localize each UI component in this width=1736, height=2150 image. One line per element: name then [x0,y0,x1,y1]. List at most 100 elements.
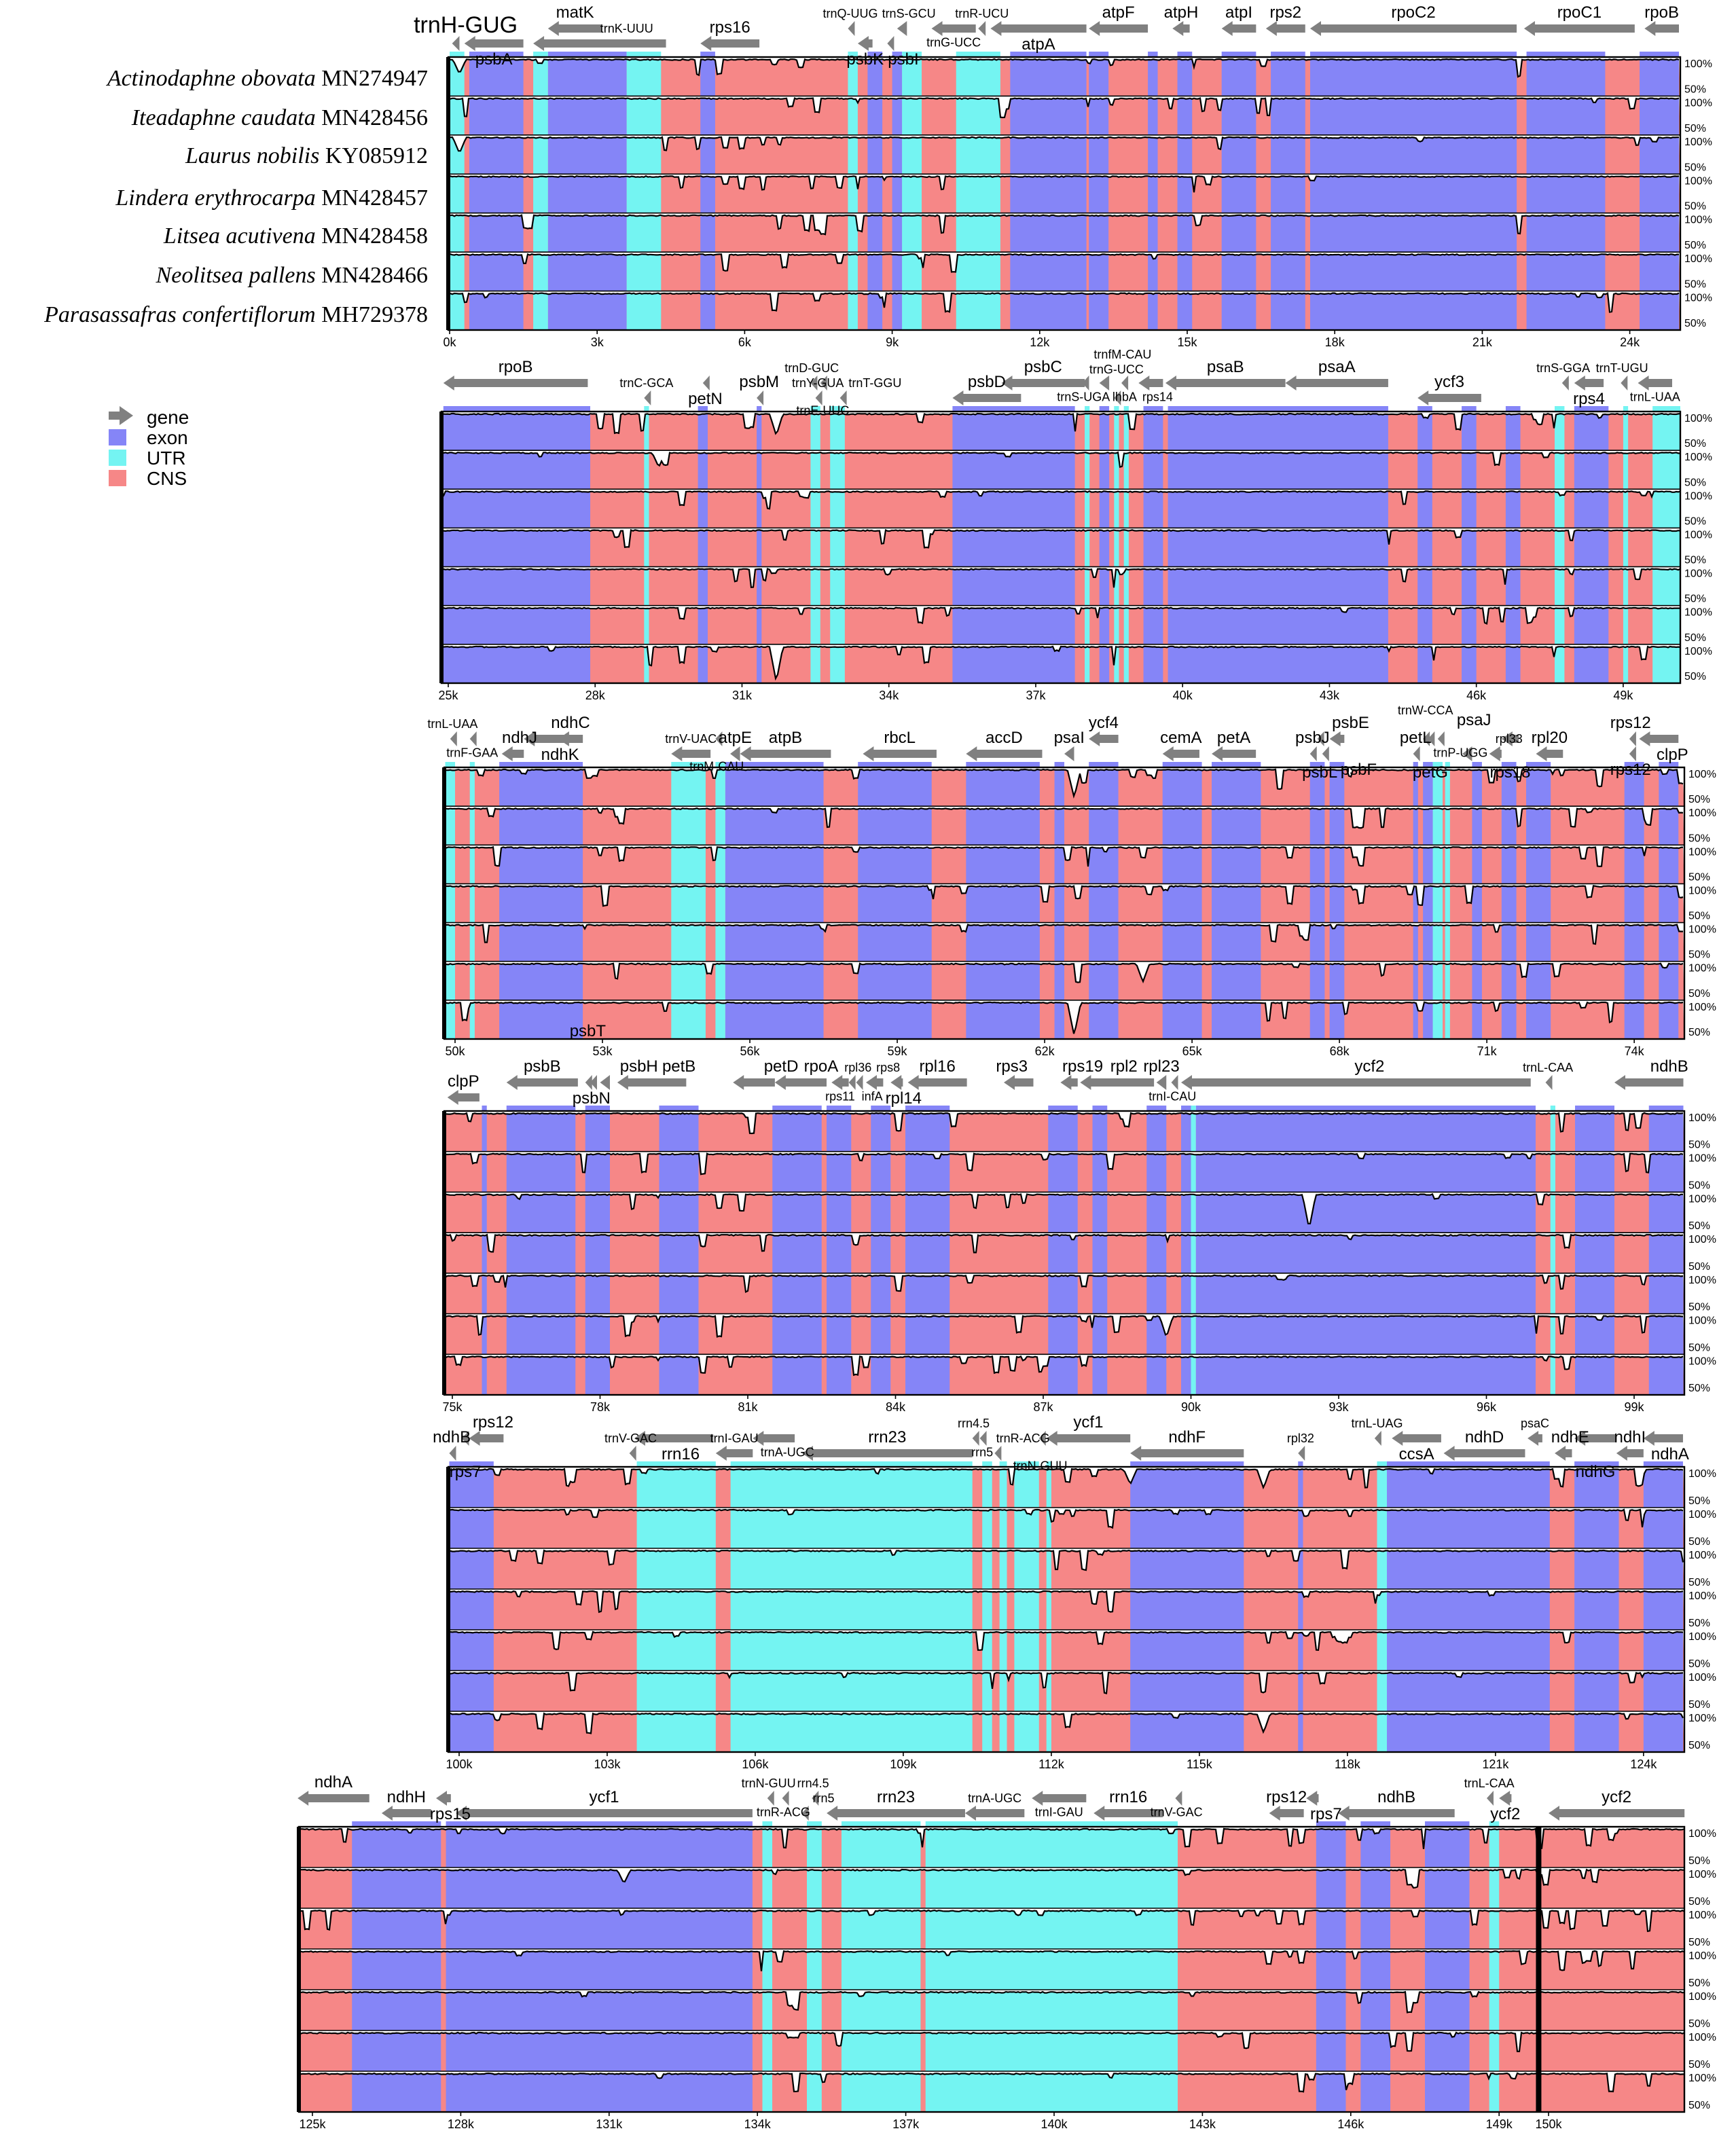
exon-region [1148,215,1158,253]
exon-region [1092,1194,1108,1233]
y-tick-label-100: 100% [1688,2073,1716,2084]
utr-region [1123,414,1129,451]
exon-region [1221,254,1256,291]
exon-region [952,607,1075,644]
utr-region [841,2073,921,2112]
y-tick-label-50: 50% [1688,1699,1710,1711]
y-tick-label-50: 50% [1684,555,1706,566]
panel-4: 100% 50% 100% 50% 100% 50% 100% 50% 100% 50% 100% 5… [442,1022,1716,1414]
exon-region [352,2073,441,2112]
exon-region [1575,1235,1614,1273]
utr-region [1014,1591,1039,1630]
utr-region [1445,886,1450,923]
exon-region [1298,1591,1303,1630]
utr-region [1046,1591,1051,1630]
exon-region [1387,1469,1550,1508]
gene-arrow-clpP [1639,731,1679,746]
exon-region [1417,491,1432,528]
exon-region [1309,963,1325,1000]
exon-region [757,491,762,528]
identity-curve [448,1549,1684,1571]
gene-arrow-psbT [585,1075,592,1090]
utr-region [1550,1315,1555,1355]
exon-region [449,1713,494,1752]
exon-region [905,1315,950,1355]
y-tick-label-50: 50% [1684,438,1706,450]
exon-region [1089,1002,1119,1039]
x-tick-label: 62k [1035,1044,1055,1058]
exon-region [482,1315,487,1355]
exon-region [1659,924,1679,962]
utr-region [848,136,858,175]
utr-region [1555,646,1565,683]
gene-arrow-rrn4.5 [812,1791,819,1806]
gene-arrow-psbF [1322,746,1329,761]
exon-region [506,1356,576,1395]
identity-track-2 [299,1870,1684,1908]
y-tick-label-100: 100% [1684,607,1712,619]
exon-region [966,924,1040,962]
exon-region [1574,1591,1619,1630]
utr-region [762,1910,773,1949]
exon-region [1162,808,1202,845]
gene-label: psbB [524,1057,561,1076]
utr-region [810,452,820,490]
exon-region [1462,452,1477,490]
gene-arrow-infA [856,1075,863,1090]
utr-region [1555,530,1565,567]
exon-region [1181,1194,1191,1233]
gene-arrow-trnV-GAC [1175,1791,1182,1806]
exon-region [1526,176,1606,213]
gene-arrow-accD [966,746,1043,761]
panel-2: 100% 50% 100% 50% 100% 50% 100% 50% 100% 50% 100% 5… [438,348,1712,702]
utr-annotation-bar [533,52,548,57]
utr-region [956,176,1000,213]
gene-label: accD [985,729,1023,747]
exon-region [1143,607,1163,644]
y-tick-label-50: 50% [1684,632,1706,644]
gene-arrow-psbH [600,1075,610,1090]
gene-arrow-psaI [1064,746,1074,761]
species-label: Lindera erythrocarpa MN428457 [115,185,428,211]
x-tick-label: 90k [1181,1400,1201,1414]
exon-region [1195,1235,1536,1273]
utr-region [841,2033,921,2071]
exon-region [1462,568,1477,606]
exon-region [659,1113,699,1152]
exon-region [1130,1510,1244,1548]
utr-region [1191,1194,1196,1233]
gene-arrow-ndhF [1130,1446,1244,1461]
gene-label: petD [764,1057,799,1076]
exon-region [1643,1510,1683,1548]
utr-region [1489,2033,1500,2071]
exon-region [700,215,715,253]
utr-region [1550,1113,1555,1152]
exon-region [1505,491,1521,528]
x-tick-label: 81k [738,1400,758,1414]
exon-region [1574,530,1609,567]
exon-region [1212,847,1261,884]
utr-annotation-bar [810,406,820,412]
utr-region [1014,1510,1039,1548]
utr-region [1377,1550,1388,1589]
y-tick-label-100: 100% [1688,1869,1716,1880]
gene-label: rps8 [876,1061,900,1074]
identity-curve [444,1001,1684,1034]
exon-region [1010,215,1087,253]
exon-annotation-bar [1387,1461,1550,1467]
utr-annotation-bar [1014,1461,1039,1467]
gene-label: trnA-UGC [761,1445,814,1459]
exon-region [1472,808,1482,845]
exon-region [858,924,932,962]
gene-arrow-trnA-UGC [753,1431,795,1446]
utr-region [1623,414,1629,451]
exon-region [772,1153,822,1192]
gene-arrow-psaC [1527,1431,1542,1446]
exon-annotation-bar [1168,406,1388,412]
exon-region [506,1153,576,1192]
y-tick-label-100: 100% [1688,1315,1716,1327]
exon-region [1177,176,1193,213]
gene-label: rpl2 [1110,1057,1138,1076]
utr-region [1191,1315,1196,1355]
y-tick-label-100: 100% [1688,924,1716,936]
